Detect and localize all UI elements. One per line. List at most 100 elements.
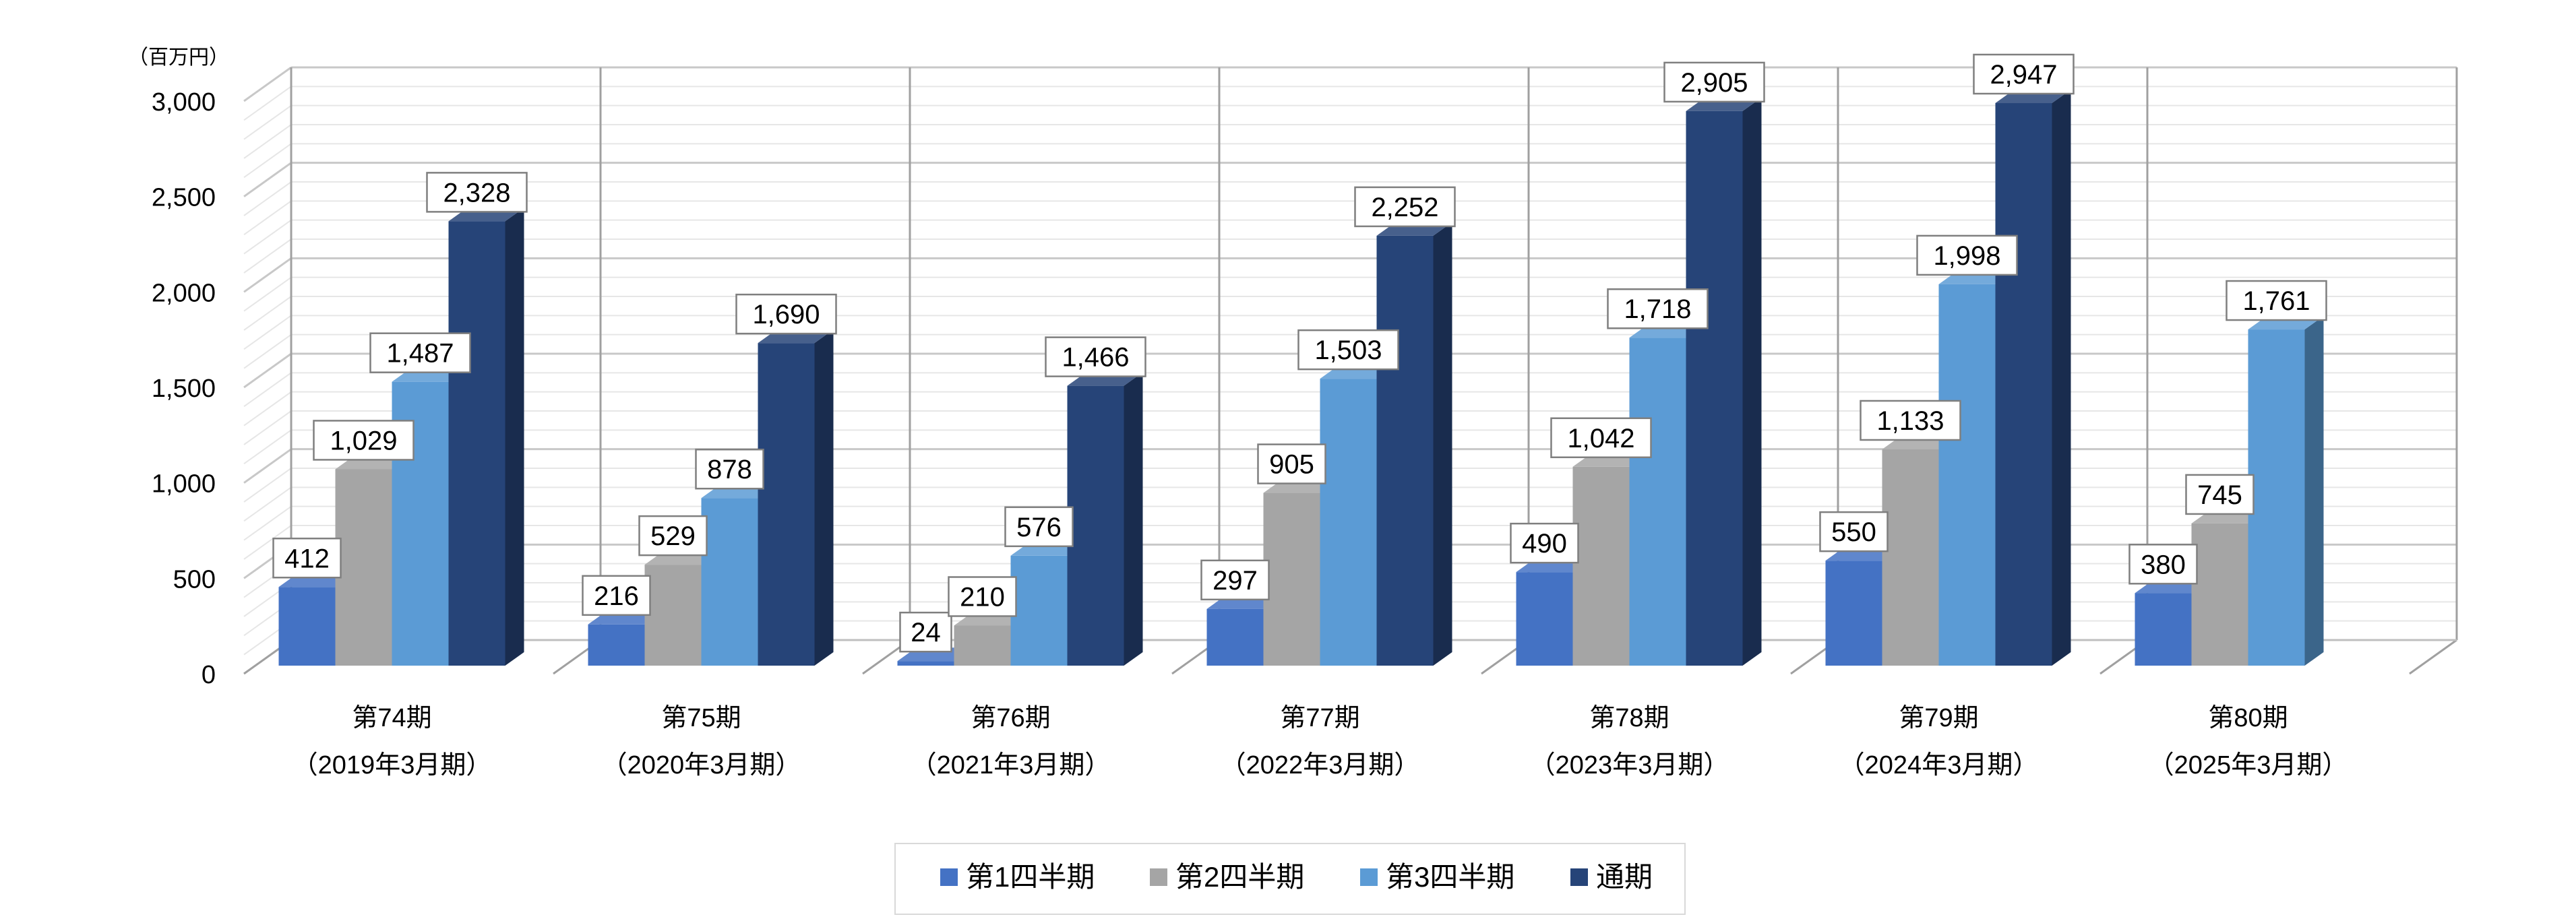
x-tick-sublabel: （2025年3月期）: [2149, 751, 2348, 779]
legend-label: 第3四半期: [1386, 861, 1514, 893]
side-wall-gridline: [243, 181, 292, 216]
y-unit-label: （百万円）: [128, 46, 229, 69]
bar: [1572, 466, 1630, 666]
side-wall-gridline: [243, 315, 292, 350]
x-tick-sublabel: （2022年3月期）: [1221, 751, 1420, 779]
data-labels: 412 1,029 1,487 2,328 216 529 878 1,690 24 210 576…: [272, 53, 2327, 653]
side-wall-gridline: [243, 352, 292, 389]
side-wall-gridline: [243, 104, 292, 140]
data-label: 1,718: [1624, 294, 1691, 324]
y-tick-label: 500: [173, 565, 216, 594]
data-label: 1,466: [1062, 343, 1129, 373]
x-tick-sublabel: （2024年3月期）: [1839, 751, 2039, 779]
side-wall-gridline: [243, 66, 292, 102]
bar-side: [1124, 372, 1143, 666]
side-wall-gridline: [243, 162, 292, 197]
side-wall-gridline: [243, 124, 292, 159]
data-label: 745: [2197, 480, 2242, 510]
data-label-box: [272, 538, 342, 579]
data-label-box: [1916, 234, 2018, 276]
data-label-box: [1200, 559, 1270, 601]
side-wall-gridline: [243, 468, 292, 503]
bar-side: [1742, 97, 1762, 666]
bar: [588, 624, 645, 666]
data-label-box: [313, 420, 415, 461]
side-wall-gridline: [243, 486, 292, 522]
side-wall-gridline: [243, 429, 292, 465]
data-label-box: [1607, 288, 1709, 329]
data-label: 1,042: [1567, 424, 1634, 453]
legend: 第1四半期 第2四半期 第3四半期 通期: [894, 843, 1686, 915]
bar: [701, 498, 758, 666]
bar: [2248, 329, 2305, 666]
data-label: 2,905: [1680, 68, 1748, 98]
side-wall-gridline: [243, 410, 292, 445]
x-tick-sublabel: （2021年3月期）: [911, 751, 1111, 779]
bar: [954, 625, 1011, 666]
data-label: 1,690: [752, 300, 820, 329]
data-label: 1,998: [1933, 241, 2000, 271]
bar: [1938, 284, 1996, 666]
x-tick-sublabel: （2019年3月期）: [293, 751, 492, 779]
x-tick-label: 第74期: [352, 704, 431, 732]
data-label: 2,252: [1371, 193, 1438, 222]
data-label: 1,503: [1314, 336, 1382, 365]
bar-side: [505, 208, 524, 666]
bar: [644, 565, 702, 666]
legend-label: 第2四半期: [1175, 861, 1304, 893]
side-wall-gridline: [243, 276, 292, 312]
data-label-box: [735, 293, 837, 335]
data-label: 1,133: [1876, 406, 1944, 436]
side-wall-gridline: [243, 296, 292, 331]
y-tick-label: 0: [202, 661, 216, 689]
side-wall-gridline: [243, 525, 292, 560]
bar: [758, 343, 815, 666]
bar: [1067, 385, 1124, 666]
side-wall-gridline: [243, 200, 292, 236]
data-label-box: [426, 172, 528, 213]
data-label-box: [1510, 522, 1579, 564]
bar: [335, 469, 392, 666]
data-label: 210: [960, 583, 1005, 612]
side-wall-gridline: [243, 448, 292, 484]
side-wall-gridline: [243, 257, 292, 293]
data-label-box: [1297, 329, 1399, 371]
data-label-box: [582, 575, 651, 616]
legend-box: [894, 843, 1686, 915]
x-tick-label: 第80期: [2208, 704, 2288, 732]
data-label-box: [899, 611, 952, 653]
y-axis: 0 500 1,000 1,500 2,000 2,500 3,000: [152, 88, 216, 689]
y-tick-label: 2,000: [152, 279, 216, 307]
data-label-box: [1663, 61, 1765, 103]
data-label-box: [948, 576, 1017, 617]
data-label: 2,328: [443, 178, 510, 208]
bar: [1995, 103, 2052, 666]
bar: [1376, 235, 1434, 666]
side-wall-gridline: [243, 372, 292, 408]
data-label: 24: [911, 618, 941, 647]
data-label: 905: [1269, 450, 1314, 480]
x-tick-label: 第75期: [661, 704, 741, 732]
data-label-box: [1045, 336, 1146, 377]
data-label-box: [1257, 443, 1326, 484]
bar-side: [2304, 316, 2324, 666]
data-label-box: [1550, 417, 1652, 459]
side-wall-gridline: [243, 238, 292, 274]
bar: [1825, 561, 1882, 666]
data-label-box: [1004, 506, 1074, 548]
side-wall-gridline: [243, 333, 292, 369]
data-label: 1,761: [2242, 286, 2310, 316]
x-axis: 第74期 （2019年3月期） 第75期 （2020年3月期） 第76期 （2021年3月…: [293, 704, 2348, 779]
data-label-box: [1354, 186, 1456, 228]
x-tick-label: 第77期: [1280, 704, 1359, 732]
data-label: 529: [650, 521, 696, 551]
data-label-box: [638, 515, 708, 556]
bar: [278, 587, 336, 666]
data-label-box: [1819, 511, 1889, 552]
data-label: 2,947: [1990, 60, 2057, 90]
y-tick-label: 1,000: [152, 470, 216, 499]
data-label: 490: [1522, 529, 1567, 559]
bar: [1516, 572, 1573, 666]
